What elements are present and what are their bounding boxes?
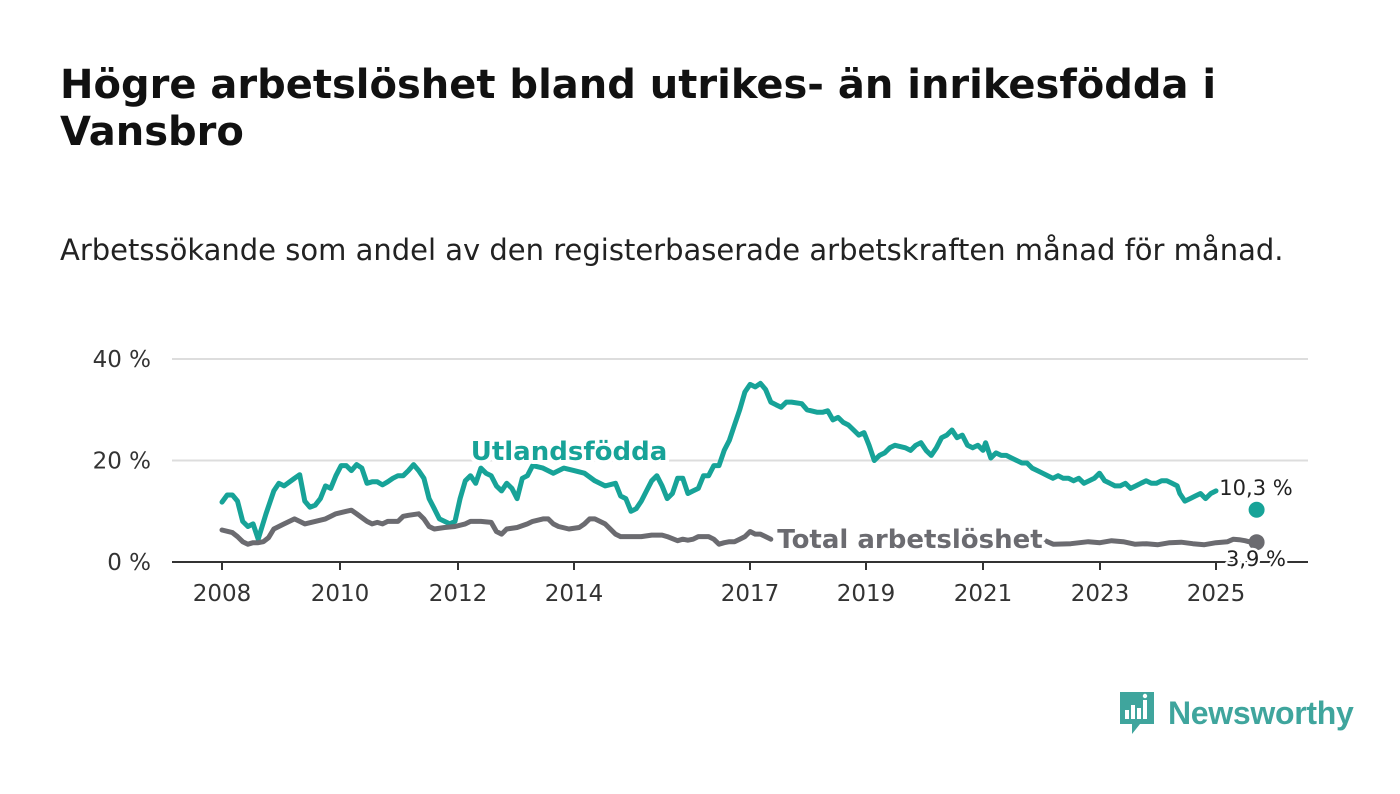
newsworthy-logo-text: Newsworthy xyxy=(1168,694,1354,731)
end-dot-total xyxy=(1248,534,1265,551)
x-tick-label: 2023 xyxy=(1071,581,1130,607)
newsworthy-logo: Newsworthy xyxy=(1118,690,1354,736)
x-tick-label: 2019 xyxy=(837,581,896,607)
x-tick-label: 2014 xyxy=(545,581,604,607)
series-line-total xyxy=(219,507,774,547)
chart-title: Högre arbetslöshet bland utrikes- än inr… xyxy=(60,62,1217,155)
x-tick-label: 2017 xyxy=(721,581,780,607)
x-tick-label: 2010 xyxy=(311,581,370,607)
series-label-total: Total arbetslöshet xyxy=(777,525,1042,555)
x-tick-label: 2025 xyxy=(1187,581,1246,607)
newsworthy-logo-icon xyxy=(1120,692,1154,734)
chart-subtitle: Arbetssökande som andel av den registerb… xyxy=(60,233,1284,267)
end-label-total: 3,9 % xyxy=(1226,547,1286,571)
y-tick-label: 0 % xyxy=(107,550,151,576)
x-tick-label: 2021 xyxy=(954,581,1013,607)
y-tick-label: 20 % xyxy=(93,449,151,475)
x-tick-label: 2012 xyxy=(429,581,488,607)
end-label-utlandsfodda: 10,3 % xyxy=(1219,476,1292,500)
series-line-total-tail xyxy=(1039,536,1254,548)
series-line-utlandsfodda xyxy=(219,380,1219,542)
series-label-utlandsfodda: Utlandsfödda xyxy=(471,437,668,467)
end-dot-utlandsfodda xyxy=(1248,501,1265,518)
y-tick-label: 40 % xyxy=(93,347,151,373)
x-tick-label: 2008 xyxy=(193,581,252,607)
